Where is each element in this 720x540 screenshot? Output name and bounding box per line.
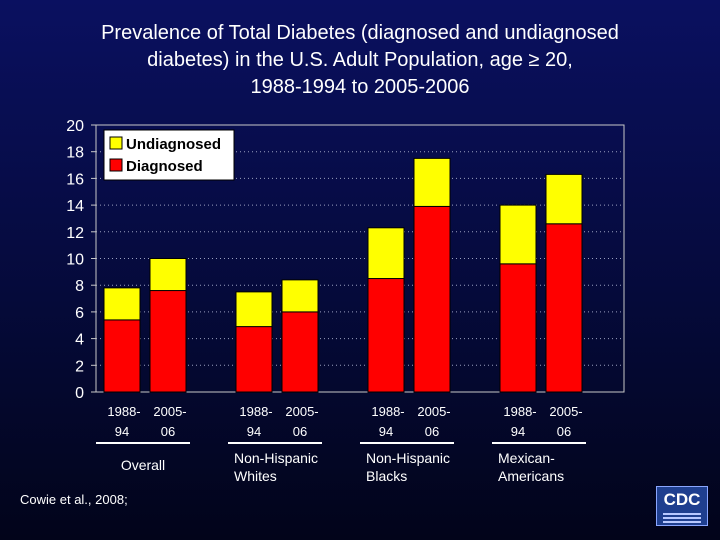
y-tick-label-4: 8 bbox=[75, 278, 84, 295]
bar-diagnosed-3 bbox=[281, 311, 319, 393]
bar-diagnosed-0 bbox=[103, 319, 141, 393]
bar-diagnosed-7 bbox=[545, 223, 583, 393]
y-tick-label-8: 16 bbox=[66, 171, 84, 188]
group-label-1: Non-Hispanic Whites bbox=[234, 450, 318, 484]
y-tick-label-2: 4 bbox=[75, 332, 84, 349]
bar-undiagnosed-7 bbox=[545, 173, 583, 225]
chart-title-line-1: Prevalence of Total Diabetes (diagnosed … bbox=[101, 22, 619, 44]
y-tick-label-7: 14 bbox=[66, 198, 84, 215]
legend-swatch-diagnosed bbox=[109, 158, 123, 172]
y-tick-label-6: 12 bbox=[66, 225, 84, 242]
category-label-0-line-1: 1988- bbox=[107, 404, 140, 419]
group-label-3-line-1: Mexican- bbox=[498, 450, 555, 466]
group-label-3-line-2: Americans bbox=[498, 468, 564, 484]
y-tick-label-1: 2 bbox=[75, 358, 84, 375]
y-tick-label-9: 18 bbox=[66, 145, 84, 162]
category-label-2-line-1: 1988- bbox=[239, 404, 272, 419]
group-label-1-line-1: Non-Hispanic bbox=[234, 450, 318, 466]
bar-diagnosed-5 bbox=[413, 205, 451, 393]
bar-undiagnosed-5 bbox=[413, 157, 451, 207]
legend-box bbox=[103, 129, 235, 181]
y-tick-label-10: 20 bbox=[66, 118, 84, 135]
citation: Cowie et al., 2008; bbox=[20, 492, 128, 507]
category-label-6-line-1: 1988- bbox=[503, 404, 536, 419]
bar-undiagnosed-0 bbox=[103, 287, 141, 321]
category-label-1-line-2: 06 bbox=[161, 424, 175, 439]
bar-undiagnosed-6 bbox=[499, 204, 537, 265]
category-label-5-line-1: 2005- bbox=[417, 404, 450, 419]
bar-diagnosed-4 bbox=[367, 278, 405, 393]
group-label-2-line-1: Non-Hispanic bbox=[366, 450, 450, 466]
legend-label-diagnosed: Diagnosed bbox=[126, 158, 203, 175]
category-label-2-line-2: 94 bbox=[247, 424, 261, 439]
bar-undiagnosed-1 bbox=[149, 258, 187, 292]
cdc-logo-letters: CDC bbox=[663, 490, 701, 509]
bar-diagnosed-2 bbox=[235, 326, 273, 393]
y-tick-label-0: 0 bbox=[75, 385, 84, 402]
category-label-7-line-2: 06 bbox=[557, 424, 571, 439]
category-label-4-line-2: 94 bbox=[379, 424, 393, 439]
category-label-4-line-1: 1988- bbox=[371, 404, 404, 419]
group-label-1-line-2: Whites bbox=[234, 468, 277, 484]
legend-swatch-undiagnosed bbox=[109, 136, 123, 150]
bar-undiagnosed-2 bbox=[235, 291, 273, 328]
category-label-1-line-1: 2005- bbox=[153, 404, 186, 419]
bar-diagnosed-1 bbox=[149, 290, 187, 393]
y-tick-label-5: 10 bbox=[66, 252, 84, 269]
group-label-2: Non-Hispanic Blacks bbox=[366, 450, 450, 484]
category-label-6-line-2: 94 bbox=[511, 424, 525, 439]
group-label-0-line-1: Overall bbox=[121, 457, 165, 473]
category-label-7-line-1: 2005- bbox=[549, 404, 582, 419]
category-label-3-line-2: 06 bbox=[293, 424, 307, 439]
group-label-3: Mexican- Americans bbox=[498, 450, 564, 484]
cdc-logo: CDC bbox=[656, 486, 708, 526]
bar-undiagnosed-3 bbox=[281, 279, 319, 313]
chart-title-line-3: 1988-1994 to 2005-2006 bbox=[250, 76, 470, 98]
chart-title: Prevalence of Total Diabetes (diagnosed … bbox=[20, 20, 700, 101]
category-label-5-line-2: 06 bbox=[425, 424, 439, 439]
group-label-2-line-2: Blacks bbox=[366, 468, 407, 484]
bar-diagnosed-6 bbox=[499, 263, 537, 393]
cdc-logo-lines bbox=[663, 513, 701, 523]
y-tick-label-3: 6 bbox=[75, 305, 84, 322]
chart-title-line-2: diabetes) in the U.S. Adult Population, … bbox=[147, 49, 573, 71]
bar-undiagnosed-4 bbox=[367, 227, 405, 280]
legend-label-undiagnosed: Undiagnosed bbox=[126, 136, 221, 153]
category-label-0-line-2: 94 bbox=[115, 424, 129, 439]
group-label-0: Overall bbox=[121, 457, 165, 473]
category-label-3-line-1: 2005- bbox=[285, 404, 318, 419]
